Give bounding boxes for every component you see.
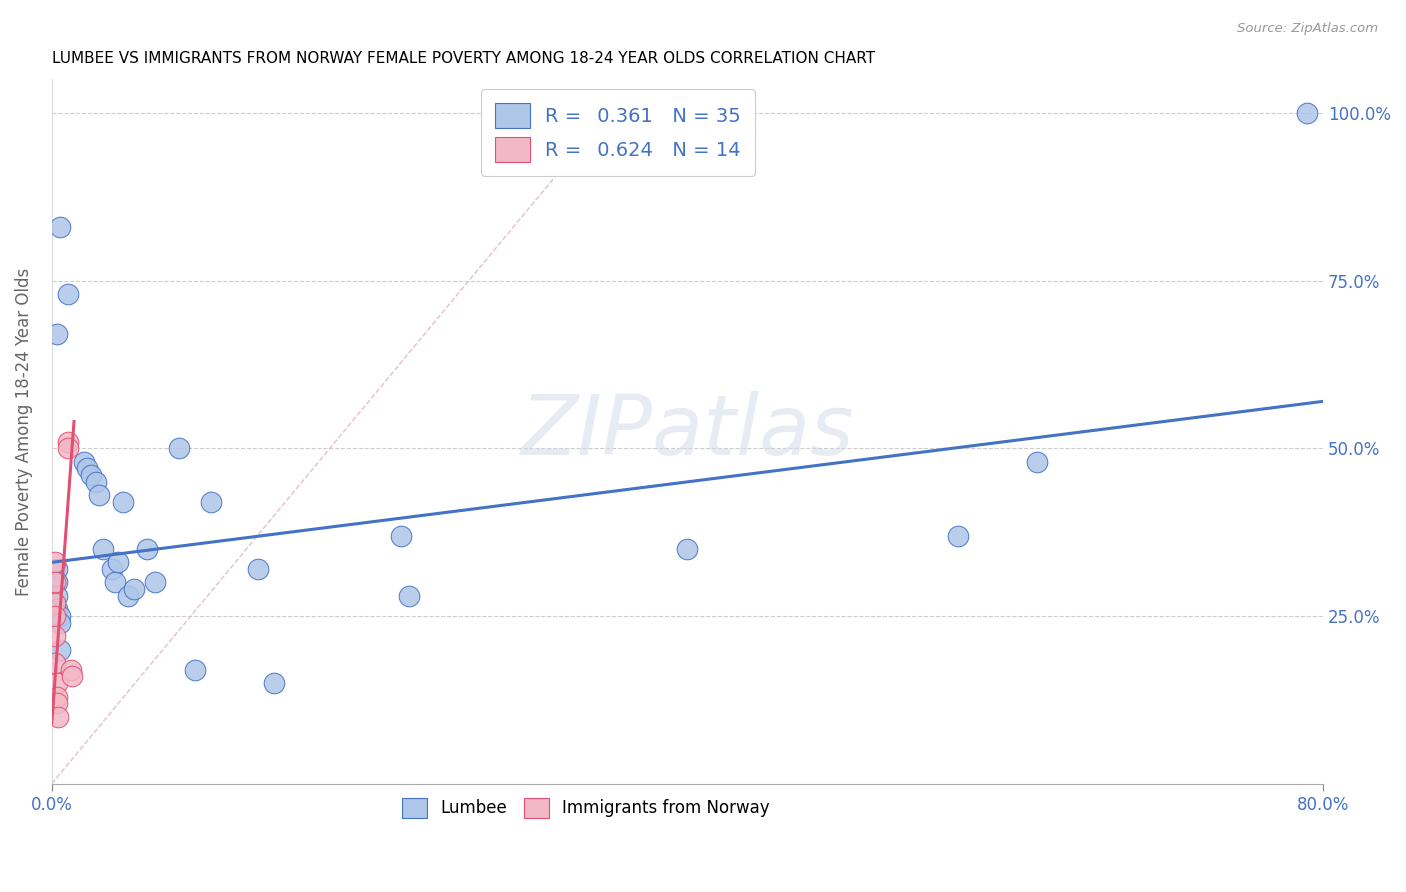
- Point: [56, 434, 79, 449]
- Point: [45, 690, 67, 704]
- Point: [143, 575, 166, 590]
- Point: [45, 562, 67, 576]
- Point: [676, 541, 699, 556]
- Point: [107, 555, 129, 569]
- Point: [104, 575, 127, 590]
- Point: [112, 495, 135, 509]
- Point: [45, 327, 67, 342]
- Point: [91, 541, 114, 556]
- Point: [45, 676, 67, 690]
- Point: [44, 555, 66, 569]
- Y-axis label: Female Poverty Among 18-24 Year Olds: Female Poverty Among 18-24 Year Olds: [15, 268, 32, 596]
- Point: [200, 495, 222, 509]
- Point: [136, 541, 159, 556]
- Point: [72, 455, 94, 469]
- Point: [1296, 106, 1319, 120]
- Point: [44, 596, 66, 610]
- Point: [48, 615, 70, 630]
- Point: [59, 663, 82, 677]
- Point: [45, 589, 67, 603]
- Point: [80, 468, 103, 483]
- Point: [124, 582, 146, 597]
- Point: [247, 562, 270, 576]
- Point: [44, 656, 66, 670]
- Point: [56, 287, 79, 301]
- Point: [946, 528, 969, 542]
- Point: [45, 696, 67, 710]
- Point: [76, 461, 98, 475]
- Point: [167, 442, 190, 456]
- Point: [48, 609, 70, 624]
- Point: [389, 528, 412, 542]
- Point: [398, 589, 420, 603]
- Text: LUMBEE VS IMMIGRANTS FROM NORWAY FEMALE POVERTY AMONG 18-24 YEAR OLDS CORRELATIO: LUMBEE VS IMMIGRANTS FROM NORWAY FEMALE …: [52, 51, 875, 66]
- Text: Source: ZipAtlas.com: Source: ZipAtlas.com: [1237, 22, 1378, 36]
- Point: [45, 602, 67, 616]
- Point: [56, 442, 79, 456]
- Point: [48, 642, 70, 657]
- Point: [263, 676, 285, 690]
- Point: [48, 219, 70, 234]
- Point: [44, 629, 66, 643]
- Point: [84, 475, 107, 489]
- Point: [46, 709, 69, 723]
- Point: [44, 575, 66, 590]
- Point: [62, 669, 84, 683]
- Point: [1026, 455, 1049, 469]
- Point: [184, 663, 207, 677]
- Text: ZIPatlas: ZIPatlas: [520, 391, 855, 472]
- Point: [44, 609, 66, 624]
- Point: [117, 589, 139, 603]
- Point: [101, 562, 124, 576]
- Point: [45, 575, 67, 590]
- Point: [89, 488, 111, 502]
- Legend: Lumbee, Immigrants from Norway: Lumbee, Immigrants from Norway: [395, 791, 776, 825]
